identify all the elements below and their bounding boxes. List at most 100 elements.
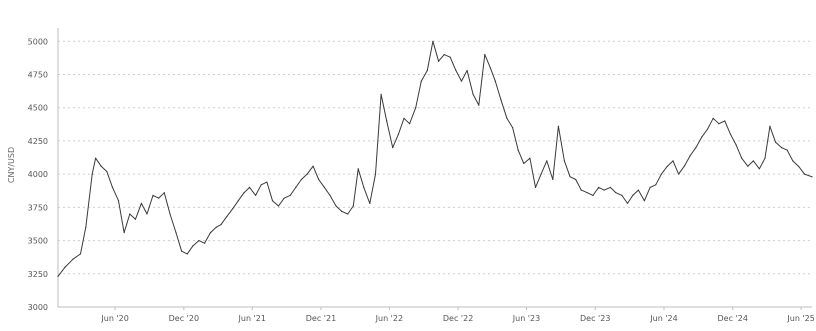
- data-point: [220, 224, 222, 226]
- data-point: [409, 123, 411, 125]
- x-tick-label: Jun '25: [786, 314, 814, 323]
- data-point: [347, 213, 349, 215]
- data-point: [158, 197, 160, 199]
- data-point: [724, 120, 726, 122]
- y-tick-labels: 5000 4750 4500 4250 4000 3750 3500 3250 3000: [28, 37, 48, 312]
- x-tick-label: Dec '22: [443, 314, 473, 323]
- data-point: [226, 216, 228, 218]
- series-layer: [57, 40, 813, 277]
- data-point: [397, 133, 399, 135]
- data-point: [797, 165, 800, 167]
- data-point: [312, 165, 314, 167]
- data-point: [534, 186, 537, 188]
- data-point: [580, 189, 582, 191]
- data-point: [255, 194, 257, 196]
- data-point: [95, 157, 97, 159]
- data-point: [775, 141, 777, 143]
- data-point: [403, 117, 405, 119]
- data-point: [260, 184, 262, 186]
- x-tick-label: Dec '21: [306, 314, 336, 323]
- y-tick-label: 3250: [28, 270, 48, 279]
- data-point: [586, 192, 588, 194]
- data-point: [609, 186, 611, 188]
- data-point: [415, 107, 417, 109]
- data-point: [803, 173, 806, 175]
- data-point: [249, 186, 251, 188]
- data-point: [175, 232, 177, 234]
- data-point: [123, 232, 125, 234]
- data-point: [655, 184, 657, 186]
- data-point: [243, 192, 245, 194]
- data-point: [781, 147, 783, 149]
- data-point: [352, 205, 354, 207]
- axis-layer: [57, 28, 802, 310]
- data-point: [134, 218, 136, 220]
- data-point: [701, 136, 703, 138]
- data-point: [432, 40, 434, 42]
- data-point: [386, 120, 388, 122]
- data-point: [752, 160, 755, 162]
- data-point: [500, 99, 502, 101]
- data-point: [598, 186, 600, 188]
- data-point: [747, 165, 749, 167]
- data-point: [466, 69, 468, 72]
- data-point: [277, 205, 280, 207]
- data-point: [363, 186, 365, 188]
- data-point: [695, 147, 697, 149]
- data-point: [64, 266, 66, 268]
- data-point: [811, 176, 813, 178]
- data-point: [643, 200, 646, 202]
- x-tick-label: Jun '21: [238, 314, 266, 323]
- data-point: [266, 181, 268, 183]
- data-point: [621, 194, 623, 196]
- data-point: [523, 162, 525, 165]
- data-point: [271, 200, 274, 202]
- data-point: [169, 213, 171, 215]
- data-point: [649, 186, 651, 188]
- data-point: [100, 165, 102, 167]
- data-point: [329, 194, 331, 196]
- data-point: [91, 173, 93, 175]
- y-axis-title: CNY/USD: [7, 147, 16, 183]
- data-point: [637, 189, 640, 191]
- data-point: [615, 192, 617, 194]
- data-point: [689, 154, 691, 157]
- data-point: [374, 173, 377, 175]
- x-tick-labels: Jun '20 Dec '20 Jun '21 Dec '21 Jun '22 Dec '…: [100, 314, 814, 323]
- data-point: [192, 245, 194, 247]
- data-point: [511, 127, 514, 129]
- y-tick-label: 4750: [28, 71, 48, 80]
- data-point: [186, 253, 188, 255]
- data-point: [792, 160, 794, 162]
- data-point: [146, 213, 148, 215]
- data-point: [494, 80, 496, 82]
- y-tick-label: 3500: [28, 237, 48, 246]
- y-tick-label: 3750: [28, 203, 48, 212]
- data-point: [420, 80, 422, 82]
- data-point: [323, 186, 325, 188]
- data-point: [729, 133, 732, 135]
- data-point: [758, 168, 761, 170]
- data-point: [569, 176, 571, 178]
- data-point: [506, 117, 508, 119]
- data-point: [718, 123, 720, 125]
- x-tick-label: Dec '20: [169, 314, 199, 323]
- grid-layer: [58, 40, 812, 308]
- data-point: [683, 165, 685, 167]
- data-point: [455, 69, 457, 72]
- data-point: [735, 144, 737, 146]
- data-point: [295, 186, 297, 188]
- data-point: [592, 194, 594, 196]
- data-point: [318, 178, 320, 181]
- data-point: [215, 226, 217, 228]
- y-tick-label: 4000: [28, 170, 48, 179]
- data-point: [552, 178, 554, 181]
- y-tick-label: 4250: [28, 137, 48, 146]
- data-point: [672, 160, 674, 162]
- data-point: [438, 60, 440, 62]
- data-point: [449, 56, 451, 58]
- data-point: [380, 93, 382, 95]
- data-point: [181, 250, 183, 252]
- data-point: [237, 200, 239, 202]
